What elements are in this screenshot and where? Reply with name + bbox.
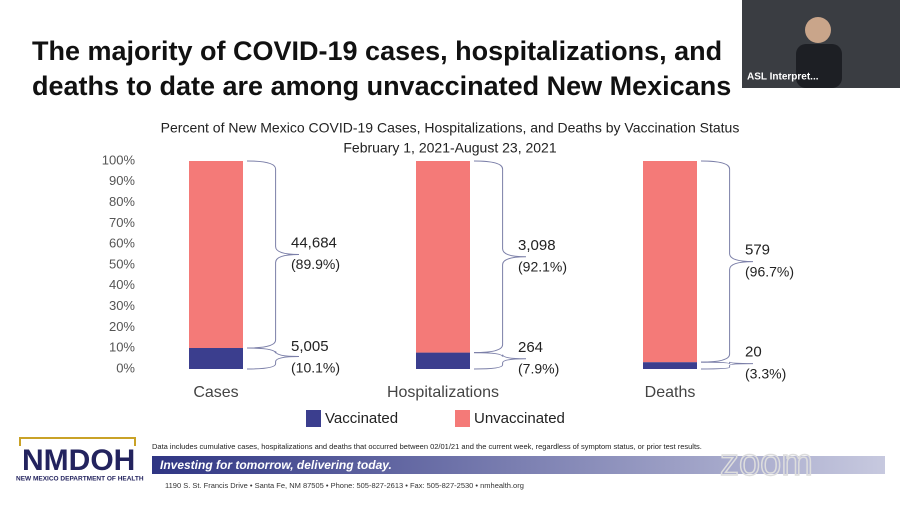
y-tick-label: 70% [109,215,135,230]
video-label: ASL Interpret... [747,72,819,83]
brace [700,160,754,363]
bar-segment [189,161,243,348]
legend-label: Vaccinated [325,410,398,427]
y-tick-label: 0% [116,360,135,375]
count-label: 579 [745,242,770,259]
y-tick-label: 30% [109,298,135,313]
value-label: (10.1%) [291,360,340,376]
brace [473,352,527,370]
interpreter [796,44,842,88]
value-label: (7.9%) [518,360,559,376]
x-tick-label: Deaths [645,384,696,401]
y-tick-label: 40% [109,277,135,292]
watermark: zoom [720,442,813,484]
count-label: 44,684 [291,234,337,251]
x-tick-label: Cases [193,384,238,401]
logo-subtitle: NEW MEXICO DEPARTMENT OF HEALTH [16,476,144,483]
banner-text: Investing for tomorrow, delivering today… [160,458,392,472]
brace [473,160,527,354]
address: 1190 S. St. Francis Drive • Santa Fe, NM… [165,481,524,490]
x-tick-label: Hospitalizations [387,384,499,401]
y-tick-label: 100% [102,152,136,167]
logo-mark [19,437,136,446]
chart-subtitle: February 1, 2021-August 23, 2021 [343,140,556,156]
count-label: 5,005 [291,338,329,355]
legend-swatch [306,410,321,427]
bar-segment [189,347,243,369]
count-label: 20 [745,344,762,361]
slide-title: The majority of COVID-19 cases, hospital… [32,36,722,66]
count-label: 3,098 [518,237,556,254]
y-tick-label: 80% [109,194,135,209]
interpreter [805,17,831,43]
value-label: (3.3%) [745,365,786,381]
slide-title: deaths to date are among unvaccinated Ne… [32,71,731,101]
count-label: 264 [518,339,543,356]
brace [700,361,754,370]
value-label: (92.1%) [518,258,567,274]
footnote: Data includes cumulative cases, hospital… [152,442,702,451]
bar-segment [643,161,697,363]
legend-swatch [455,410,470,427]
value-label: (89.9%) [291,256,340,272]
y-tick-label: 50% [109,256,135,271]
chart-title: Percent of New Mexico COVID-19 Cases, Ho… [161,120,740,136]
banner [152,456,885,474]
bar-segment [416,352,470,369]
y-tick-label: 60% [109,236,135,251]
legend-label: Unvaccinated [474,410,565,427]
bar-segment [643,362,697,369]
y-tick-label: 10% [109,340,135,355]
y-tick-label: 90% [109,173,135,188]
brace [246,160,300,349]
plot: 0% 10% 20% 30% 40% 50% 60% 70% 80% 90% 100% 5,005 (1… [102,152,794,427]
bar-segment [416,161,470,353]
value-label: (96.7%) [745,263,794,279]
brace [246,347,300,370]
logo: NMDOH [22,444,135,477]
y-tick-label: 20% [109,319,135,334]
